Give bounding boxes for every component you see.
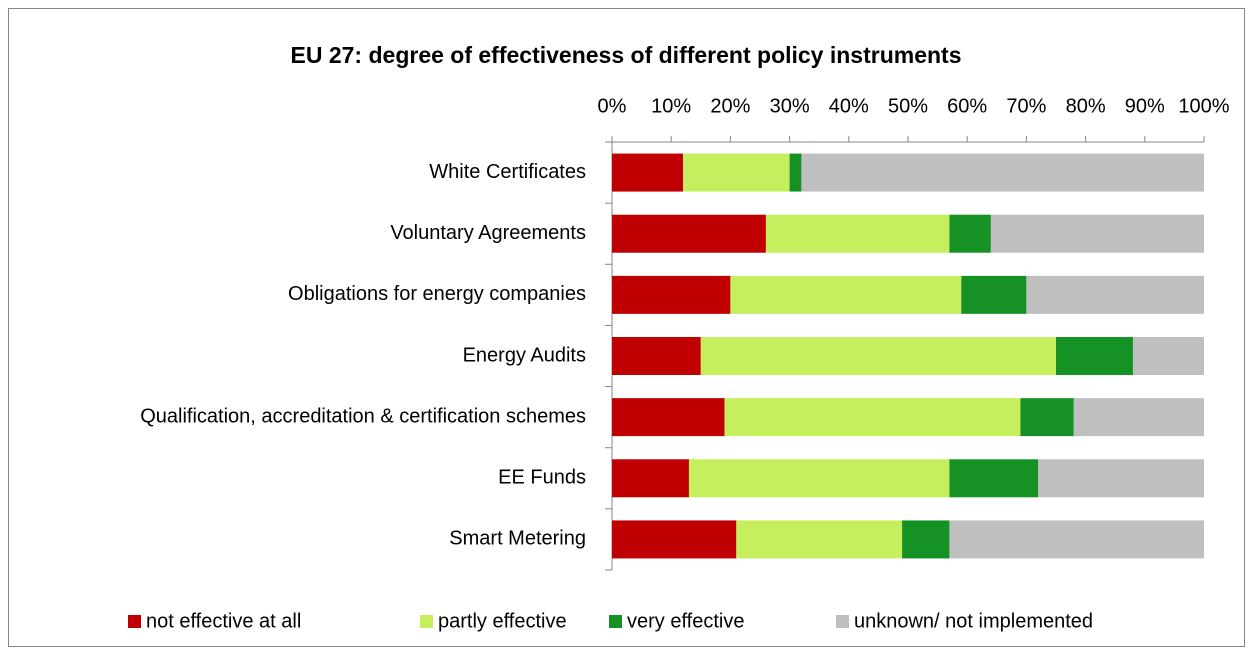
- bar-segment: [700, 337, 1056, 375]
- y-tick-label: Smart Metering: [449, 528, 586, 550]
- bar-segment: [1038, 459, 1204, 498]
- chart-title: EU 27: degree of effectiveness of differ…: [291, 42, 962, 68]
- bar-segment: [801, 153, 1204, 192]
- x-tick-label: 0%: [598, 95, 627, 117]
- bar-segment: [683, 153, 790, 192]
- legend-swatch: [128, 615, 141, 628]
- bar-segment: [990, 214, 1204, 253]
- x-tick-label: 40%: [829, 95, 869, 117]
- bar-segment: [612, 398, 725, 437]
- bar-segment: [730, 275, 962, 314]
- bar-segment: [688, 459, 950, 498]
- x-tick-label: 80%: [1066, 95, 1106, 117]
- y-tick-label: White Certificates: [429, 161, 586, 183]
- x-tick-label: 30%: [770, 95, 810, 117]
- bar-segment: [612, 337, 701, 375]
- y-tick-label: Energy Audits: [463, 344, 586, 366]
- x-tick-label: 70%: [1006, 95, 1046, 117]
- x-tick-label: 100%: [1178, 95, 1229, 117]
- legend-swatch: [836, 615, 849, 628]
- bar-segment: [612, 520, 737, 559]
- legend-label: not effective at all: [146, 610, 301, 632]
- bar-segment: [961, 275, 1027, 314]
- bar-segment: [949, 520, 1204, 559]
- legend-swatch: [609, 615, 622, 628]
- bar-segment: [949, 459, 1039, 498]
- bar-segment: [612, 153, 684, 192]
- y-tick-label: Qualification, accreditation & certifica…: [140, 405, 586, 427]
- bar-segment: [612, 459, 689, 498]
- bar-segment: [612, 275, 731, 314]
- legend-label: unknown/ not implemented: [854, 610, 1093, 632]
- bar-segment: [1020, 398, 1074, 437]
- bar-segment: [724, 398, 1021, 437]
- x-tick-label: 10%: [651, 95, 691, 117]
- legend-label: partly effective: [438, 610, 567, 632]
- bar-segment: [1056, 337, 1133, 375]
- y-tick-label: Obligations for energy companies: [288, 283, 586, 305]
- y-tick-label: Voluntary Agreements: [390, 222, 586, 244]
- bar-segment: [1073, 398, 1204, 437]
- bar-segment: [949, 214, 991, 253]
- y-tick-label: EE Funds: [498, 467, 586, 489]
- x-tick-label: 20%: [710, 95, 750, 117]
- legend-swatch: [420, 615, 433, 628]
- bar-segment: [736, 520, 903, 559]
- legend-label: very effective: [627, 610, 744, 632]
- bar-segment: [1026, 275, 1204, 314]
- x-tick-label: 50%: [888, 95, 928, 117]
- x-tick-label: 90%: [1125, 95, 1165, 117]
- bar-segment: [765, 214, 950, 253]
- bar-segment: [902, 520, 950, 559]
- x-tick-label: 60%: [947, 95, 987, 117]
- bar-segment: [789, 153, 802, 192]
- bar-segment: [1132, 337, 1204, 375]
- bar-segment: [612, 214, 766, 253]
